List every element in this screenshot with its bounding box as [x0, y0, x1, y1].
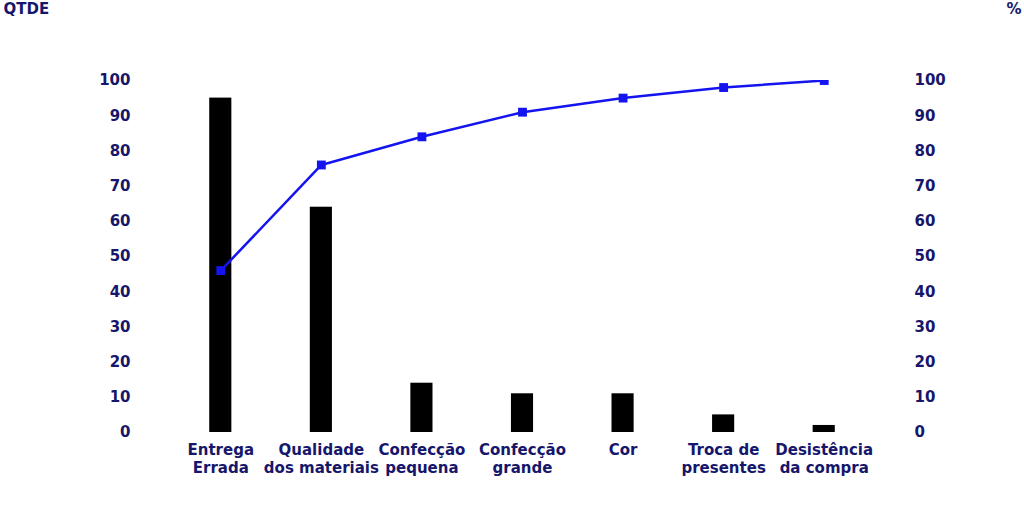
svg-text:EntregaErrada: EntregaErrada	[188, 441, 255, 477]
svg-text:Desistênciada compra: Desistênciada compra	[775, 441, 873, 477]
svg-text:30: 30	[915, 318, 936, 336]
svg-text:20: 20	[915, 353, 936, 371]
svg-text:90: 90	[915, 107, 936, 125]
svg-text:40: 40	[110, 283, 131, 301]
svg-text:%: %	[1006, 0, 1021, 18]
svg-text:Cor: Cor	[609, 441, 638, 459]
svg-text:100: 100	[99, 71, 130, 89]
svg-text:70: 70	[110, 177, 131, 195]
svg-text:10: 10	[915, 388, 936, 406]
svg-text:Confecçãogrande: Confecçãogrande	[479, 441, 566, 477]
svg-text:90: 90	[110, 107, 131, 125]
svg-text:0: 0	[915, 423, 925, 441]
svg-text:50: 50	[110, 247, 131, 265]
svg-text:Troca depresentes: Troca depresentes	[681, 441, 765, 477]
svg-text:70: 70	[915, 177, 936, 195]
svg-text:80: 80	[915, 142, 936, 160]
svg-text:40: 40	[915, 283, 936, 301]
svg-text:0: 0	[120, 423, 130, 441]
svg-text:QTDE: QTDE	[4, 0, 50, 18]
svg-text:80: 80	[110, 142, 131, 160]
svg-text:30: 30	[110, 318, 131, 336]
svg-text:10: 10	[110, 388, 131, 406]
svg-text:Confecçãopequena: Confecçãopequena	[378, 441, 465, 477]
svg-text:50: 50	[915, 247, 936, 265]
svg-text:20: 20	[110, 353, 131, 371]
svg-text:Qualidadedos materiais: Qualidadedos materiais	[264, 441, 379, 477]
svg-text:60: 60	[110, 212, 131, 230]
svg-text:100: 100	[915, 71, 946, 89]
svg-text:60: 60	[915, 212, 936, 230]
